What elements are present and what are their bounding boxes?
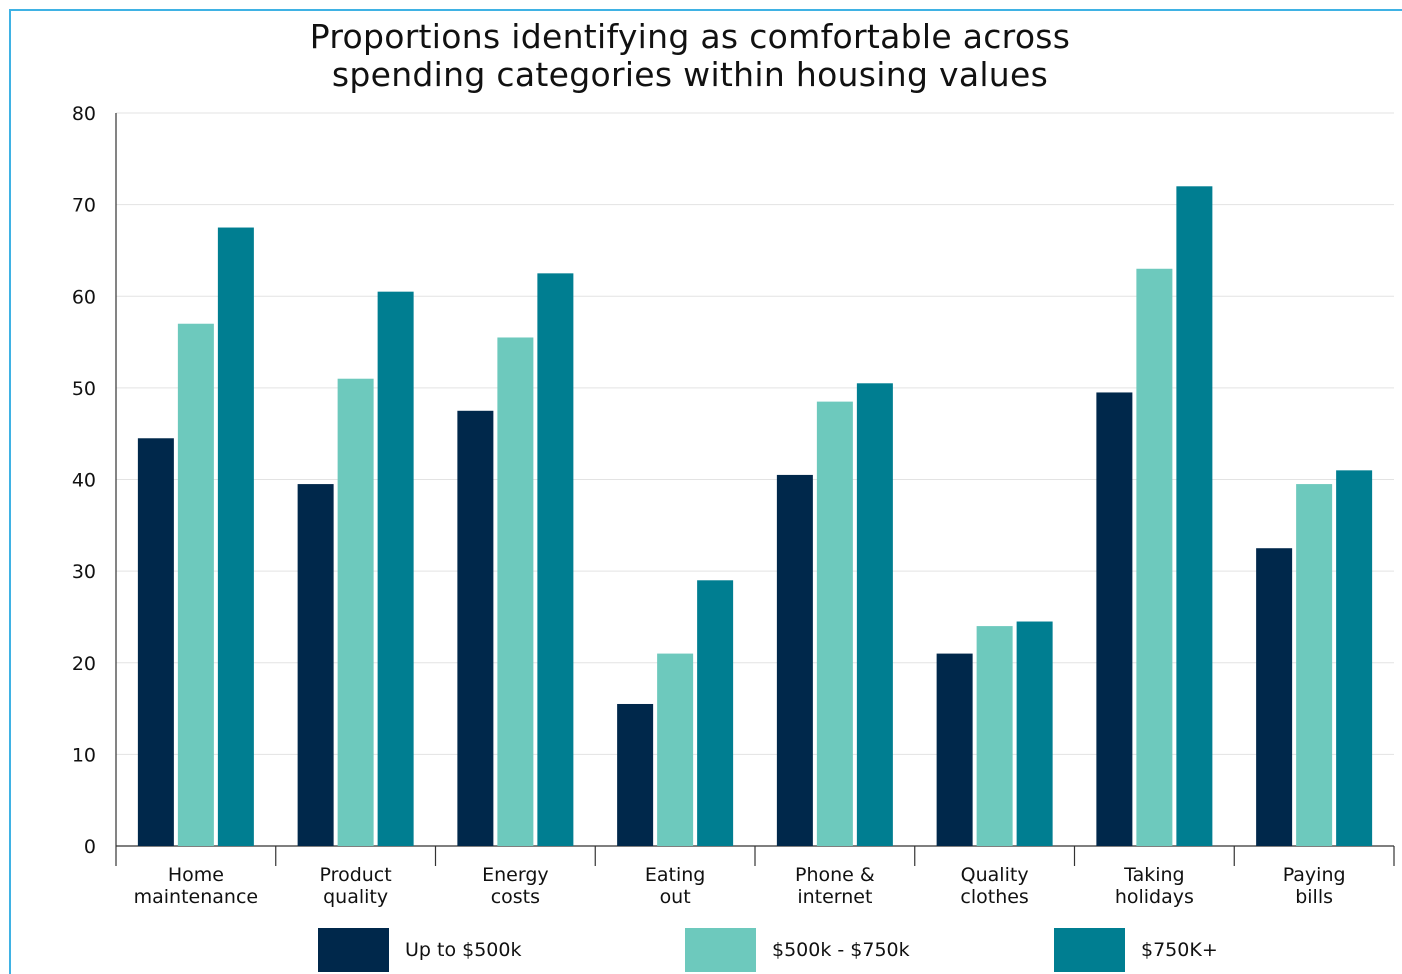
y-tick-label-20: 20	[72, 653, 96, 675]
legend-label-500k-750k: $500k - $750k	[772, 939, 910, 961]
x-category-label-2-0: Energy	[482, 864, 549, 886]
legend-swatch-up-to-500k	[318, 928, 389, 972]
bar-5-1	[976, 626, 1013, 846]
bar-7-1	[1296, 484, 1333, 846]
bar-2-1	[497, 337, 534, 846]
bar-4-1	[816, 401, 853, 846]
bar-6-1	[1136, 268, 1173, 846]
chart-frame	[9, 9, 1402, 974]
y-tick-label-50: 50	[72, 378, 96, 400]
y-tick-label-70: 70	[72, 195, 96, 217]
legend-item-500k-750k: $500k - $750k	[685, 928, 910, 972]
x-category-label-6-0: Taking	[1123, 864, 1185, 886]
bar-2-2	[537, 273, 574, 846]
bar-4-0	[776, 474, 813, 846]
x-category-label-4-1: internet	[797, 886, 872, 908]
bar-0-0	[137, 438, 174, 846]
x-category-label-5-1: clothes	[960, 886, 1028, 908]
bar-7-2	[1336, 470, 1373, 846]
legend-item-up-to-500k: Up to $500k	[318, 928, 521, 972]
x-category-label-2-1: costs	[491, 886, 540, 908]
x-category-label-1-0: Product	[320, 864, 392, 886]
legend-swatch-750k-plus	[1054, 928, 1125, 972]
bar-3-0	[617, 703, 654, 846]
y-tick-label-30: 30	[72, 561, 96, 583]
bar-2-0	[457, 410, 494, 846]
bar-6-2	[1176, 186, 1213, 847]
x-category-label-4-0: Phone &	[795, 864, 875, 886]
y-tick-label-80: 80	[72, 103, 96, 125]
x-category-label-6-1: holidays	[1115, 886, 1194, 908]
y-tick-label-60: 60	[72, 286, 96, 308]
bar-1-1	[337, 378, 374, 846]
legend-swatch-500k-750k	[685, 928, 756, 972]
x-category-label-7-0: Paying	[1283, 864, 1346, 886]
legend-label-up-to-500k: Up to $500k	[405, 939, 522, 961]
y-tick-label-0: 0	[84, 836, 96, 858]
bar-1-2	[377, 291, 414, 846]
bar-1-0	[297, 484, 334, 846]
x-category-label-0-0: Home	[168, 864, 224, 886]
legend-label-750k-plus: $750K+	[1141, 939, 1218, 961]
bar-7-0	[1256, 548, 1293, 846]
bar-5-2	[1016, 621, 1053, 846]
chart-title-line-2: spending categories within housing value…	[331, 55, 1049, 94]
bar-0-2	[217, 227, 254, 846]
x-category-label-3-0: Eating	[645, 864, 705, 886]
chart-title: Proportions identifying as comfortable a…	[90, 18, 1290, 94]
x-category-label-5-0: Quality	[961, 864, 1029, 886]
bar-0-1	[177, 323, 214, 846]
bar-4-2	[856, 383, 893, 846]
x-category-label-0-1: maintenance	[134, 886, 258, 908]
x-category-label-1-1: quality	[323, 886, 388, 908]
bar-6-0	[1096, 392, 1133, 846]
legend-item-750k-plus: $750K+	[1054, 928, 1218, 972]
y-tick-label-10: 10	[72, 744, 96, 766]
bar-3-2	[697, 580, 734, 846]
legend: Up to $500k $500k - $750k $750K+	[0, 928, 1402, 972]
chart-title-line-1: Proportions identifying as comfortable a…	[309, 17, 1071, 56]
x-category-label-3-1: out	[660, 886, 691, 908]
bar-3-1	[657, 653, 694, 846]
bar-5-0	[936, 653, 973, 846]
x-category-label-7-1: bills	[1295, 886, 1333, 908]
y-tick-label-40: 40	[72, 470, 96, 492]
